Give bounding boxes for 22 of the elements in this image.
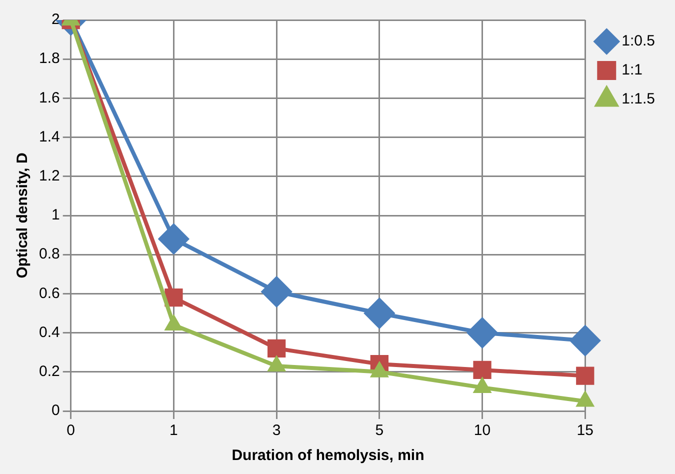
x-tick-label: 5 xyxy=(375,422,384,440)
x-tick-label: 1 xyxy=(170,422,178,440)
x-tick-label: 0 xyxy=(66,422,76,440)
y-tick-label: 1 xyxy=(52,206,60,224)
y-tick-label: 0.2 xyxy=(38,363,60,380)
legend-label: 1:1 xyxy=(622,62,642,79)
x-tick-label: 10 xyxy=(474,422,491,440)
y-tick-label: 2 xyxy=(52,11,60,28)
x-axis-title: Duration of hemolysis, min xyxy=(232,447,424,464)
legend-label: 1:0.5 xyxy=(622,32,656,50)
y-tick-label: 1.6 xyxy=(38,89,60,106)
y-axis-title: Optical density, D xyxy=(14,152,32,278)
x-tick-label: 15 xyxy=(576,422,594,440)
y-tick-label: 0.6 xyxy=(38,284,60,302)
x-tick-label: 3 xyxy=(272,422,281,440)
y-tick-label: 1.8 xyxy=(38,50,60,68)
y-tick-label: 0 xyxy=(52,402,60,420)
y-tick-label: 1.2 xyxy=(38,168,60,185)
legend-label: 1:1.5 xyxy=(622,90,656,108)
y-tick-label: 1.4 xyxy=(38,128,60,146)
y-tick-label: 0.4 xyxy=(38,324,60,341)
y-tick-label: 0.8 xyxy=(38,246,60,263)
